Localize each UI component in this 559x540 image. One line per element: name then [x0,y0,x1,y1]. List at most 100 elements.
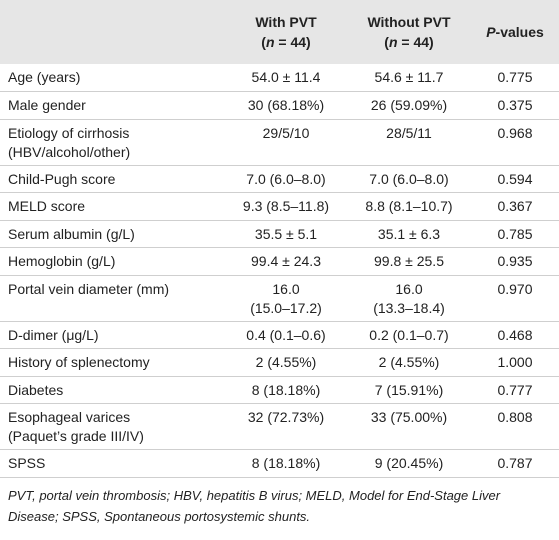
table-cell: Child-Pugh score [0,165,225,193]
cell-text: 0.594 [497,170,533,187]
table-cell: MELD score [0,192,225,221]
table-body: Age (years) 54.0 ± 11.4 54.6 ± 11.7 0.775 Ma… [0,64,559,478]
table-cell: 7.0 (6.0–8.0) [347,165,471,193]
header-text: (n = 44) [384,34,434,50]
cell-text: 0.785 [497,225,533,242]
cell-text: 99.8 ± 25.5 [374,253,444,269]
cell-text: 7.0 (6.0–8.0) [369,170,449,187]
table-cell: 0.785 [471,220,559,248]
table-cell: 9.3 (8.5–11.8) [225,192,347,221]
table-row: Portal vein diameter (mm) 16.0 (15.0–17.2)… [0,275,559,322]
cell-text: MELD score [8,198,86,214]
cell-text: 2 (4.55%) [378,354,440,370]
table-cell: Serum albumin (g/L) [0,220,225,248]
header-cell: Without PVT (n = 44) [347,0,471,64]
table-row: Diabetes 8 (18.18%) 7 (15.91%) 0.777 [0,376,559,404]
header-row: With PVT (n = 44) Without PVT (n = 44) P-v… [0,0,559,64]
table-cell: History of splenectomy [0,348,225,377]
table-cell: 8 (18.18%) [225,376,347,404]
table-row: Etiology of cirrhosis (HBV/alcohol/other)… [0,119,559,166]
table-row: Child-Pugh score 7.0 (6.0–8.0) 7.0 (6.0–8.… [0,165,559,193]
table-cell: 54.0 ± 11.4 [225,64,347,92]
cell-text: 54.6 ± 11.7 [374,69,444,85]
table-row: Esophageal varices (Paquet’s grade III/IV… [0,403,559,450]
header-cell: P-values [471,0,559,64]
cell-text: 35.1 ± 6.3 [377,225,441,242]
cell-text: 26 (59.09%) [370,97,448,113]
table-row: Male gender 30 (68.18%) 26 (59.09%) 0.375 [0,91,559,120]
cell-text: Esophageal varices [8,409,131,425]
data-table: With PVT (n = 44) Without PVT (n = 44) P-v… [0,0,559,478]
table-cell: 0.808 [471,403,559,450]
table-cell: SPSS [0,449,225,478]
cell-text: 9 (20.45%) [374,455,444,471]
table-cell: 0.367 [471,192,559,221]
cell-text: 0.935 [497,253,533,269]
header-text: With PVT [255,14,317,30]
footnote: PVT, portal vein thrombosis; HBV, hepati… [8,487,501,524]
cell-text: 2 (4.55%) [255,354,317,370]
cell-text: 0.968 [497,124,533,141]
table-cell: 30 (68.18%) [225,91,347,120]
table-row: SPSS 8 (18.18%) 9 (20.45%) 0.787 [0,449,559,478]
table-cell: 29/5/10 [225,119,347,166]
cell-text: (Paquet’s grade III/IV) [8,428,144,444]
table-cell: 33 (75.00%) [347,403,471,450]
header-cell [0,0,225,64]
cell-text: 0.367 [497,198,533,214]
cell-text: 8.8 (8.1–10.7) [365,198,453,214]
cell-text: 35.5 ± 5.1 [254,225,318,242]
cell-text: Diabetes [8,381,64,398]
table-cell: Male gender [0,91,225,120]
cell-text: 8 (18.18%) [251,455,321,471]
cell-text: 0.2 (0.1–0.7) [369,326,449,343]
table-row: Age (years) 54.0 ± 11.4 54.6 ± 11.7 0.775 [0,64,559,92]
table-cell: 7 (15.91%) [347,376,471,404]
table-cell: 0.375 [471,91,559,120]
cell-text: 16.0 [272,280,300,297]
cell-text: Portal vein diameter (mm) [8,280,170,297]
table-cell: 35.5 ± 5.1 [225,220,347,248]
header-text: Without PVT [367,14,451,30]
table-cell: Hemoglobin (g/L) [0,247,225,276]
table-cell: 7.0 (6.0–8.0) [225,165,347,193]
table-cell: 16.0 (15.0–17.2) [225,275,347,322]
cell-text: 0.970 [497,280,533,297]
cell-text: 16.0 [395,280,423,297]
table-cell: 99.4 ± 24.3 [225,247,347,276]
table-cell: 0.777 [471,376,559,404]
table-cell: 0.2 (0.1–0.7) [347,321,471,349]
cell-text: Male gender [8,97,86,113]
table-cell: Diabetes [0,376,225,404]
cell-text: 30 (68.18%) [247,97,325,113]
table-cell: Age (years) [0,64,225,92]
header-cell: With PVT (n = 44) [225,0,347,64]
table-row: Serum albumin (g/L) 35.5 ± 5.1 35.1 ± 6.3 0… [0,220,559,248]
cell-text: 8 (18.18%) [251,381,321,398]
cell-text: 9.3 (8.5–11.8) [242,198,330,214]
table-cell: 0.968 [471,119,559,166]
table-cell: Esophageal varices (Paquet’s grade III/IV… [0,403,225,450]
cell-text: 0.808 [497,409,533,425]
table-cell: 35.1 ± 6.3 [347,220,471,248]
cell-text: 0.468 [497,326,533,343]
cell-text: 29/5/10 [262,124,310,141]
table-cell: 0.970 [471,275,559,322]
cell-text: (13.3–18.4) [373,299,445,316]
table-cell: 8.8 (8.1–10.7) [347,192,471,221]
cell-text: Etiology of cirrhosis [8,124,130,141]
cell-text: 0.787 [497,455,533,471]
cell-text: 33 (75.00%) [370,409,448,425]
table-cell: D-dimer (μg/L) [0,321,225,349]
table-cell: Etiology of cirrhosis (HBV/alcohol/other) [0,119,225,166]
table-cell: 26 (59.09%) [347,91,471,120]
table-cell: 99.8 ± 25.5 [347,247,471,276]
cell-text: 0.775 [497,69,533,85]
cell-text: (15.0–17.2) [250,299,322,316]
table-cell: 9 (20.45%) [347,449,471,478]
cell-text: Child-Pugh score [8,170,116,187]
cell-text: 1.000 [497,354,533,370]
cell-text: 99.4 ± 24.3 [251,253,321,269]
cell-text: 54.0 ± 11.4 [251,69,321,85]
